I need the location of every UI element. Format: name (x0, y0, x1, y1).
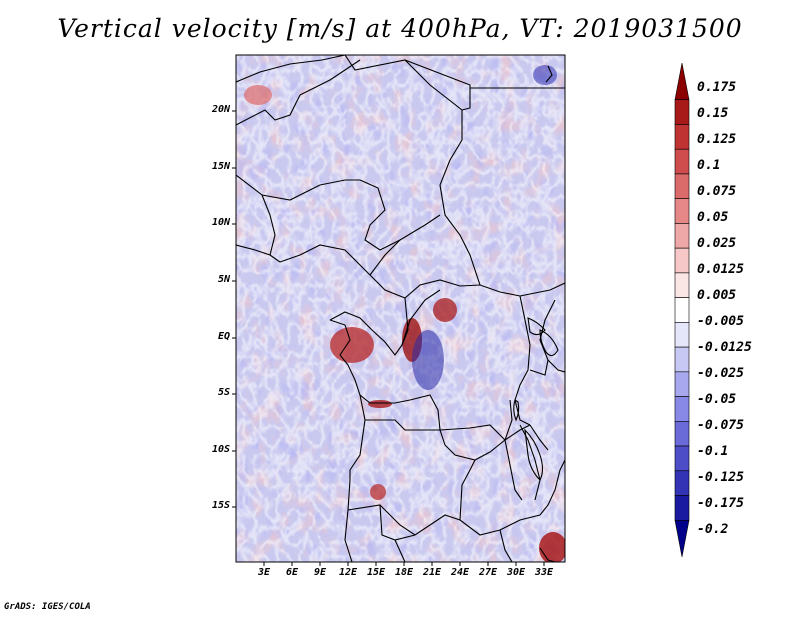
colorbar-swatch (675, 446, 689, 471)
colorbar-swatch (675, 273, 689, 298)
colorbar-label: 0.025 (697, 236, 736, 251)
lat-label: 10S (190, 444, 230, 455)
lat-label: 5N (190, 274, 230, 285)
vertical-velocity-field (236, 55, 567, 564)
lat-label: EQ (190, 331, 230, 342)
colorbar-label: 0.0125 (697, 262, 744, 277)
colorbar-label: 0.05 (697, 210, 728, 225)
colorbar-swatch (675, 496, 689, 521)
lat-label: 10N (190, 217, 230, 228)
colorbar-swatch (675, 471, 689, 496)
colorbar-label: -0.075 (697, 418, 744, 433)
colorbar-label: 0.1 (697, 158, 720, 173)
colorbar-label: -0.025 (697, 366, 744, 381)
lon-label: 15E (361, 567, 391, 578)
colorbar-swatch (675, 149, 689, 174)
lon-label: 12E (333, 567, 363, 578)
colorbar-swatch (675, 248, 689, 273)
colorbar-label: 0.125 (697, 132, 736, 147)
colorbar-swatch (675, 63, 689, 100)
grads-credit: GrADS: IGES/COLA (4, 602, 91, 612)
lat-label: 15N (190, 161, 230, 172)
colorbar-label: -0.05 (697, 392, 736, 407)
colorbar-swatch (675, 298, 689, 323)
colorbar-swatch (675, 322, 689, 347)
colorbar-swatch (675, 421, 689, 446)
colorbar-label: 0.175 (697, 80, 736, 95)
colorbar-swatch (675, 372, 689, 397)
lon-label: 24E (445, 567, 475, 578)
colorbar-label: -0.1 (697, 444, 728, 459)
colorbar-label: -0.175 (697, 496, 744, 511)
colorbar-swatch (675, 520, 689, 557)
colorbar-label: 0.15 (697, 106, 728, 121)
map-figure (0, 0, 800, 618)
lon-label: 30E (501, 567, 531, 578)
lat-label: 15S (190, 500, 230, 511)
colorbar (675, 63, 689, 557)
colorbar-swatch (675, 124, 689, 149)
lon-label: 18E (389, 567, 419, 578)
lon-label: 21E (417, 567, 447, 578)
colorbar-swatch (675, 397, 689, 422)
colorbar-label: 0.075 (697, 184, 736, 199)
lon-label: 9E (305, 567, 335, 578)
lon-label: 27E (473, 567, 503, 578)
colorbar-swatch (675, 347, 689, 372)
lat-label: 5S (190, 387, 230, 398)
lon-label: 3E (249, 567, 279, 578)
lon-label: 6E (277, 567, 307, 578)
lat-label: 20N (190, 104, 230, 115)
colorbar-label: 0.005 (697, 288, 736, 303)
colorbar-label: -0.005 (697, 314, 744, 329)
colorbar-label: -0.125 (697, 470, 744, 485)
colorbar-swatch (675, 223, 689, 248)
colorbar-label: -0.0125 (697, 340, 752, 355)
colorbar-label: -0.2 (697, 522, 728, 537)
colorbar-swatch (675, 199, 689, 224)
colorbar-swatch (675, 100, 689, 125)
colorbar-swatch (675, 174, 689, 199)
lon-label: 33E (529, 567, 559, 578)
